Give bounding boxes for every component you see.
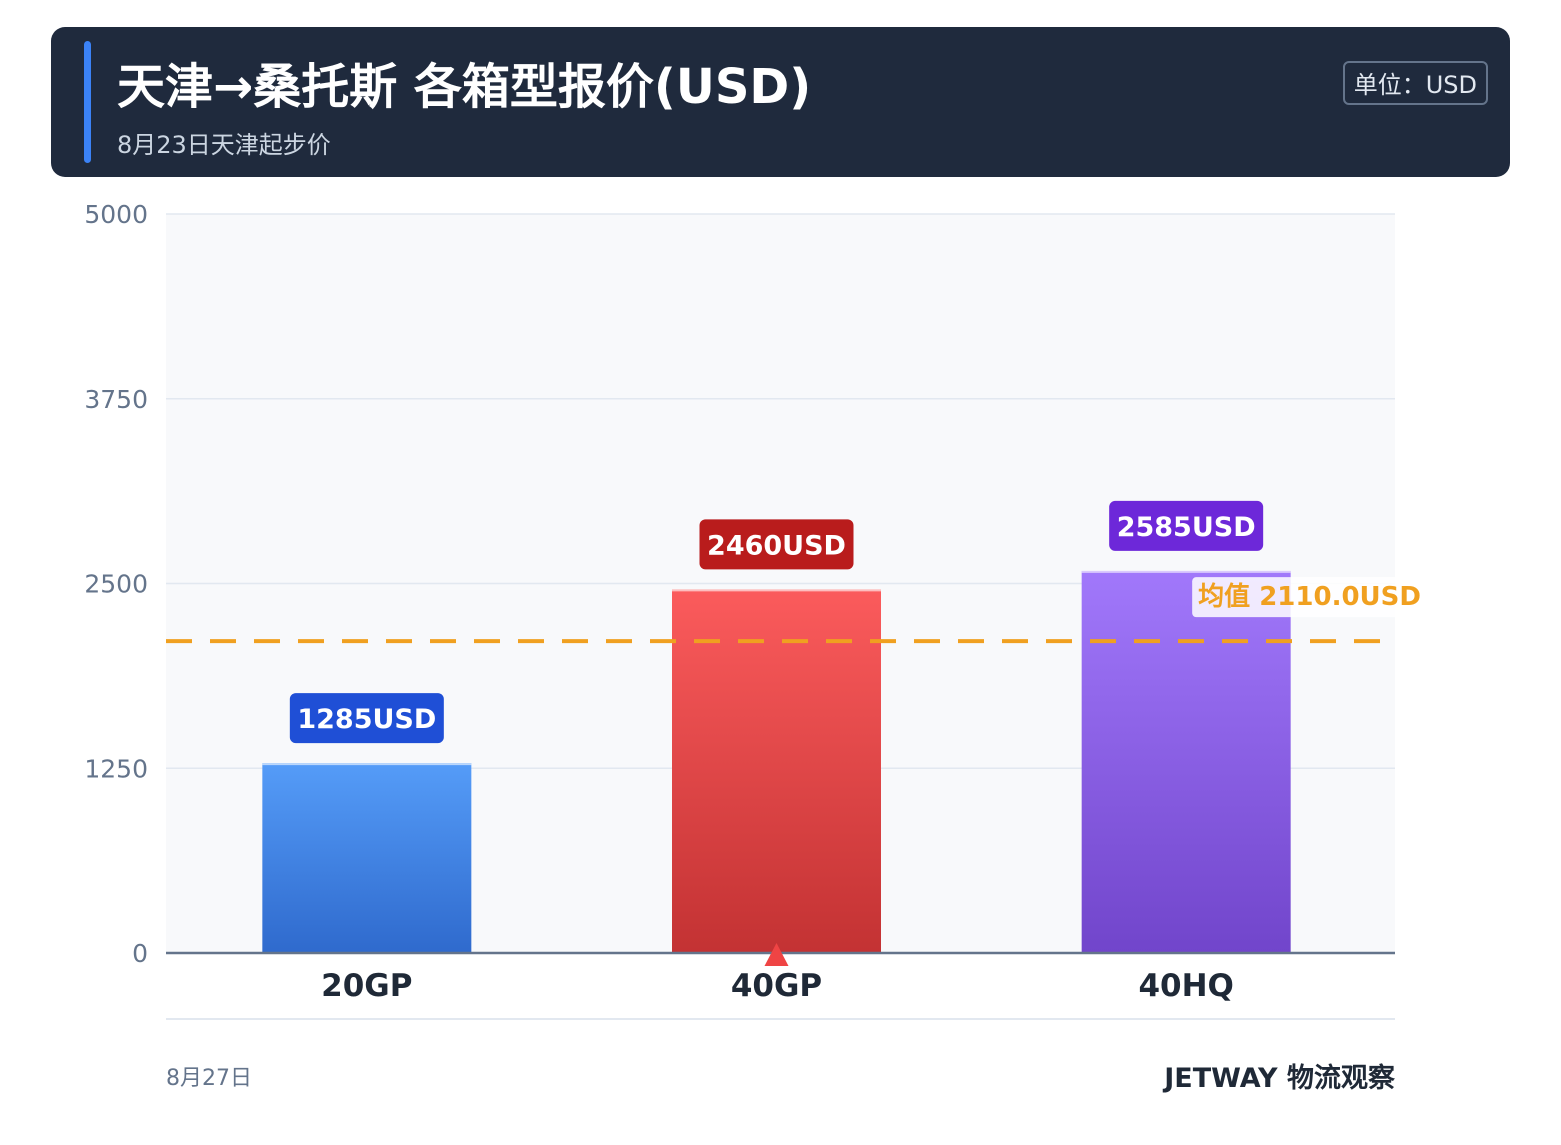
bar-40gp — [672, 589, 881, 953]
unit-badge: 单位：USD — [1342, 61, 1488, 105]
value-label: 2585USD — [1117, 512, 1256, 543]
chart-title: 天津→桑托斯 各箱型报价(USD) — [117, 59, 812, 115]
x-tick-label: 40GP — [731, 968, 822, 1004]
y-tick-label: 2500 — [84, 570, 148, 599]
chart-subtitle: 8月23日天津起步价 — [117, 131, 331, 159]
value-label: 1285USD — [297, 704, 436, 735]
x-tick-label: 20GP — [321, 968, 412, 1004]
y-tick-label: 3750 — [84, 385, 148, 414]
footer-brand: JETWAY 物流观察 — [1164, 1063, 1395, 1094]
header-accent-bar — [84, 41, 91, 163]
y-tick-label: 0 — [132, 939, 148, 968]
bar-20gp — [262, 763, 472, 953]
highlight-marker — [764, 943, 789, 966]
x-tick-label: 40HQ — [1138, 968, 1233, 1004]
value-label-background — [289, 693, 444, 744]
value-label: 2460USD — [707, 530, 846, 561]
y-tick-label: 5000 — [84, 200, 148, 229]
chart-header: 天津→桑托斯 各箱型报价(USD) 8月23日天津起步价 单位：USD — [51, 27, 1510, 177]
average-label-background — [1192, 577, 1407, 618]
average-label: 均值 2110.0USD — [1198, 582, 1421, 612]
value-label-background — [1109, 500, 1264, 551]
value-label-background — [699, 519, 854, 570]
y-tick-label: 1250 — [84, 754, 148, 783]
bar-40hq — [1081, 570, 1291, 953]
footer-date: 8月27日 — [166, 1066, 252, 1091]
